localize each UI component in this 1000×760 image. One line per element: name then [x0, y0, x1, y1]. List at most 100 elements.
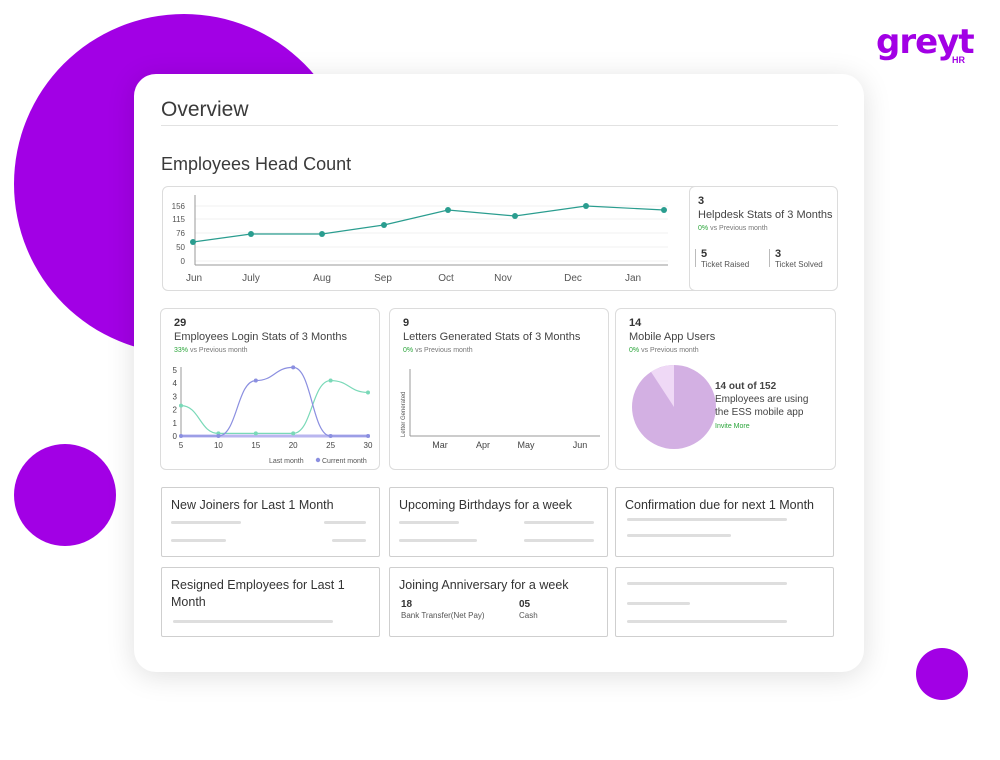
placeholder-line — [524, 521, 594, 524]
x-tick-label: July — [242, 273, 260, 284]
last-month-point — [328, 378, 333, 383]
y-tick-label: 5 — [173, 366, 178, 375]
placeholder-line — [399, 539, 477, 542]
helpdesk-change-pct: 0% — [698, 225, 709, 232]
y-tick-label: 3 — [173, 392, 178, 401]
new-joiners-title: New Joiners for Last 1 Month — [171, 498, 334, 512]
mobile-users-card[interactable]: 14 Mobile App Users 0% vs Previous month… — [615, 308, 836, 470]
overview-panel: Overview Employees Head Count 156 115 76 50… — [134, 74, 864, 672]
y-tick-label: 0 — [173, 432, 178, 441]
letters-label: Letters Generated Stats of 3 Months — [403, 331, 581, 343]
letters-change-text: vs Previous month — [415, 347, 473, 354]
placeholder-line — [171, 521, 241, 524]
invite-more-link[interactable]: Invite More — [715, 423, 750, 430]
pie-users-slice — [651, 365, 674, 407]
placeholder-line — [399, 521, 459, 524]
anniversary-card[interactable]: Joining Anniversary for a week 18 Bank T… — [389, 567, 608, 637]
y-tick-label: 1 — [173, 419, 178, 428]
title-divider — [161, 125, 838, 126]
headcount-point — [248, 231, 254, 237]
placeholder-line — [324, 521, 366, 524]
x-tick-label: Mar — [432, 440, 448, 450]
birthdays-card[interactable]: Upcoming Birthdays for a week — [389, 487, 608, 557]
placeholder-line — [627, 620, 787, 623]
mobile-summary-bold: 14 out of 152 — [715, 381, 777, 392]
current-month-point — [291, 365, 296, 370]
headcount-point — [381, 222, 387, 228]
y-tick-label: 76 — [176, 229, 185, 238]
last-month-point — [366, 390, 370, 395]
x-tick-label: 5 — [179, 441, 184, 450]
headcount-point — [661, 207, 667, 213]
last-month-point — [253, 431, 258, 436]
mobile-summary-line1: Employees are using — [715, 394, 809, 405]
y-tick-label: 156 — [172, 202, 186, 211]
letters-change-pct: 0% — [403, 347, 414, 354]
headcount-point — [190, 239, 196, 245]
section-title: Employees Head Count — [161, 154, 352, 174]
mobile-count: 14 — [629, 317, 642, 329]
placeholder-line — [627, 582, 787, 585]
page-title: Overview — [161, 98, 249, 121]
mobile-summary-line2: the ESS mobile app — [715, 407, 804, 418]
login-change-text: vs Previous month — [189, 347, 248, 354]
confirmation-card[interactable]: Confirmation due for next 1 Month — [615, 487, 834, 557]
x-tick-label: 20 — [289, 441, 298, 450]
letters-stats-card[interactable]: 9 Letters Generated Stats of 3 Months 0%… — [389, 308, 609, 470]
x-tick-label: 15 — [251, 441, 260, 450]
headcount-point — [445, 207, 451, 213]
birthdays-title: Upcoming Birthdays for a week — [399, 498, 572, 512]
placeholder-line — [627, 602, 690, 605]
letters-count: 9 — [403, 317, 410, 329]
mobile-change-text: vs Previous month — [641, 347, 699, 354]
decor-circle-medium — [14, 444, 116, 546]
new-joiners-card[interactable]: New Joiners for Last 1 Month — [161, 487, 380, 557]
anniversary-value-1: 18 — [401, 599, 413, 610]
last-month-line — [180, 379, 369, 434]
x-tick-label: Aug — [313, 273, 331, 284]
headcount-line — [192, 205, 665, 243]
login-stats-card[interactable]: 29 Employees Login Stats of 3 Months 33%… — [160, 308, 380, 470]
placeholder-line — [627, 518, 787, 521]
legend-current-month: Current month — [322, 458, 367, 465]
placeholder-card — [615, 567, 834, 637]
legend-last-month: Last month — [269, 458, 304, 465]
x-tick-label: May — [517, 440, 535, 450]
mobile-change-pct: 0% — [629, 347, 640, 354]
legend-dot-current-month — [315, 457, 321, 463]
x-tick-label: Apr — [476, 440, 490, 450]
helpdesk-change-text: vs Previous month — [710, 225, 768, 232]
anniversary-value-2: 05 — [519, 599, 531, 610]
x-tick-label: Jun — [573, 440, 588, 450]
y-axis-label: Letter Generated — [401, 392, 407, 437]
x-tick-label: Dec — [564, 273, 582, 284]
letters-change: 0% vs Previous month — [403, 347, 473, 354]
anniversary-title: Joining Anniversary for a week — [399, 578, 569, 592]
x-tick-label: Oct — [438, 273, 454, 284]
ticket-solved-bar — [769, 249, 770, 267]
x-tick-label: Jun — [186, 273, 202, 284]
last-month-point — [179, 403, 183, 408]
helpdesk-card[interactable]: 3 Helpdesk Stats of 3 Months 0% vs Previ… — [689, 186, 838, 291]
placeholder-line — [627, 534, 731, 537]
ticket-solved-label: Ticket Solved — [775, 260, 823, 269]
headcount-point — [512, 213, 518, 219]
current-month-point — [216, 434, 221, 438]
headcount-point — [583, 203, 589, 209]
resigned-card[interactable]: Resigned Employees for Last 1 Month — [161, 567, 380, 637]
x-tick-label: 25 — [326, 441, 335, 450]
mobile-label: Mobile App Users — [629, 331, 716, 343]
confirmation-title: Confirmation due for next 1 Month — [625, 498, 814, 512]
mobile-change: 0% vs Previous month — [629, 347, 699, 354]
y-tick-label: 4 — [173, 379, 178, 388]
x-tick-label: Nov — [494, 273, 512, 284]
placeholder-line — [332, 539, 366, 542]
helpdesk-label: Helpdesk Stats of 3 Months — [698, 209, 833, 221]
current-month-point — [366, 434, 370, 438]
headcount-chart-card: 156 115 76 50 0 Jun July Aug Sep Oct Nov Dec Jan — [162, 186, 707, 291]
y-tick-label: 50 — [176, 243, 185, 252]
resigned-title-line1: Resigned Employees for Last 1 — [171, 578, 345, 592]
current-month-point — [253, 378, 258, 383]
anniversary-label-1: Bank Transfer(Net Pay) — [401, 611, 485, 620]
